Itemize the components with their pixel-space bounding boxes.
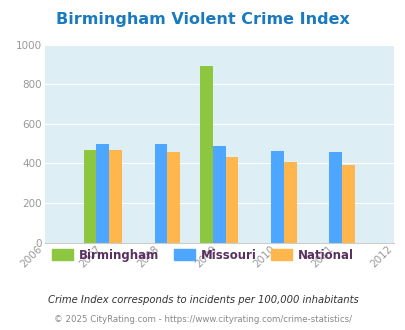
Bar: [212, 146, 225, 243]
Legend: Birmingham, Missouri, National: Birmingham, Missouri, National: [47, 244, 358, 266]
Text: Birmingham Violent Crime Index: Birmingham Violent Crime Index: [56, 12, 349, 26]
Bar: [328, 152, 341, 243]
Text: Crime Index corresponds to incidents per 100,000 inhabitants: Crime Index corresponds to incidents per…: [47, 295, 358, 305]
Text: © 2025 CityRating.com - https://www.cityrating.com/crime-statistics/: © 2025 CityRating.com - https://www.city…: [54, 315, 351, 324]
Bar: [83, 150, 96, 243]
Bar: [109, 150, 122, 243]
Bar: [154, 144, 167, 243]
Bar: [167, 152, 180, 243]
Bar: [225, 157, 238, 243]
Bar: [96, 144, 109, 243]
Bar: [341, 165, 354, 243]
Bar: [200, 66, 212, 243]
Bar: [283, 162, 296, 243]
Bar: [271, 151, 283, 243]
